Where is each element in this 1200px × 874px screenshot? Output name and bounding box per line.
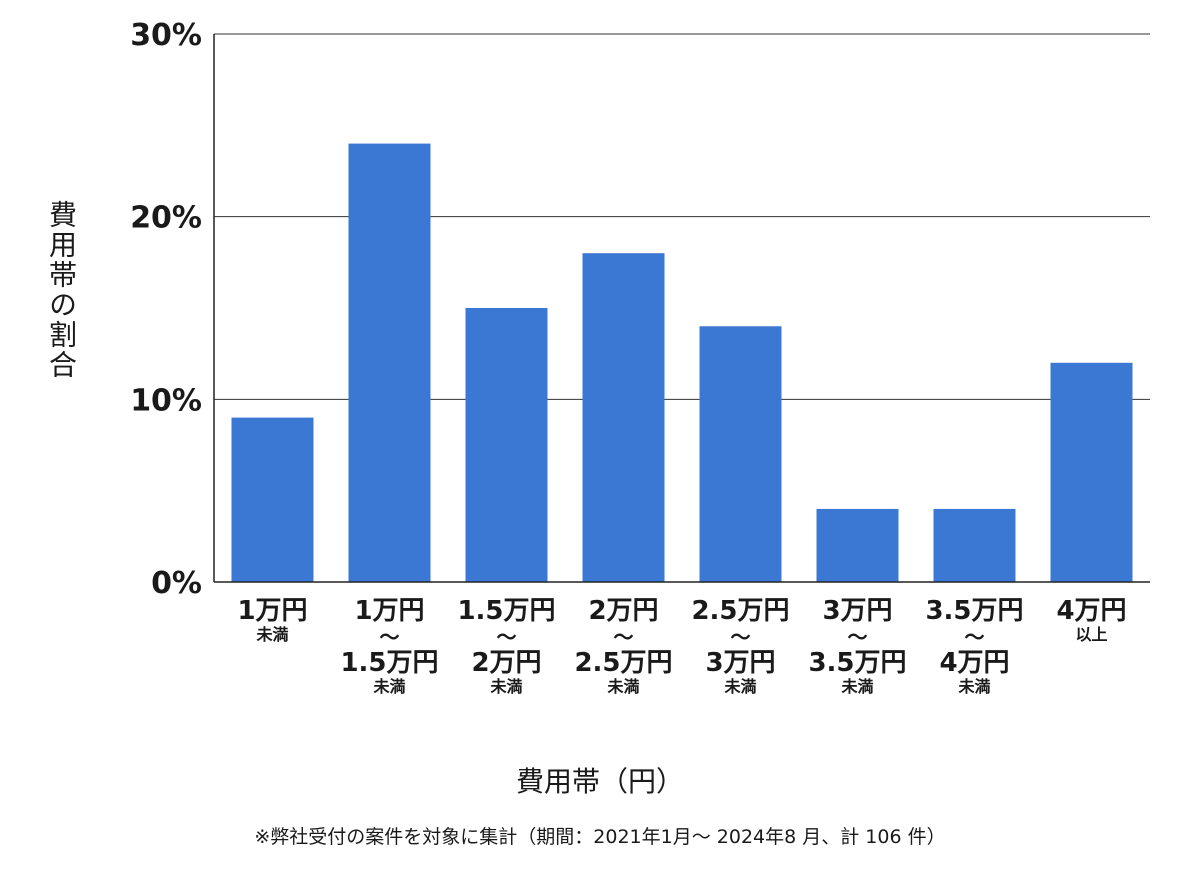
bar [699,326,782,582]
footnote: ※弊社受付の案件を対象に集計（期間：2021年1月〜 2024年8 月、計 10… [254,826,946,848]
x-tick-label-line: 2万円 [588,596,659,626]
bar [231,417,314,582]
x-tick-label-line: 未満 [958,677,991,696]
x-tick-label-line: 4万円 [939,648,1010,678]
x-tick-label-line: 〜 [847,625,868,649]
x-tick-label: 3万円〜 3.5万円 未満 [798,596,918,696]
x-tick-label-line: 4万円 [1056,596,1127,626]
x-tick-label-line: 2万円 [471,648,542,678]
y-tick-labels: 0% 10% 20% 30% [130,18,202,601]
bar [1050,362,1133,582]
x-tick-label-line: 3万円 [822,596,893,626]
bar [816,508,899,582]
y-tick-label: 20% [130,201,202,236]
x-tick-label-line: 〜 [730,625,751,649]
bar [933,508,1016,582]
bars [231,143,1133,582]
x-tick-label-line: 〜 [613,625,634,649]
x-tick-label: 2万円〜 2.5万円 未満 [564,596,684,696]
y-tick-label: 10% [130,383,202,418]
bar [465,308,548,582]
x-tick-label-line: 2.5万円 [574,648,673,678]
x-axis-label: 費用帯（円） [515,765,684,798]
x-tick-label-line: 未満 [841,677,874,696]
x-tick-label: 4万円 以上 [1032,596,1152,644]
x-tick-label-line: 2.5万円 [691,596,790,626]
x-tick-label-line: 〜 [496,625,517,649]
x-tick-label-line: 3.5万円 [925,596,1024,626]
x-tick-label: 3.5万円〜 4万円 未満 [915,596,1035,696]
y-tick-label: 30% [130,18,202,53]
bar [348,143,431,582]
x-tick-label-line: 3万円 [705,648,776,678]
x-tick-label-line: 1.5万円 [457,596,556,626]
x-tick-label-line: 1万円 [237,596,308,626]
bar [582,253,665,582]
x-tick-label-line: 以上 [1075,625,1108,644]
x-tick-label-line: 未満 [607,677,640,696]
x-tick-label-line: 未満 [373,677,406,696]
x-tick-label-line: 〜 [379,625,400,649]
x-tick-label-line: 〜 [964,625,985,649]
x-tick-label: 1万円 未満 [213,596,333,644]
y-tick-label: 0% [151,566,202,601]
x-tick-label-line: 未満 [256,625,289,644]
x-tick-label: 1万円〜 1.5万円 未満 [330,596,450,696]
x-tick-label-line: 3.5万円 [808,648,907,678]
x-tick-label-line: 未満 [490,677,523,696]
x-tick-label-line: 未満 [724,677,757,696]
x-tick-label-line: 1.5万円 [340,648,439,678]
y-axis-label: 費用帯の割合 [45,200,78,380]
x-tick-label: 1.5万円〜 2万円 未満 [447,596,567,696]
x-tick-label-line: 1万円 [354,596,425,626]
x-tick-label: 2.5万円〜 3万円 未満 [681,596,801,696]
